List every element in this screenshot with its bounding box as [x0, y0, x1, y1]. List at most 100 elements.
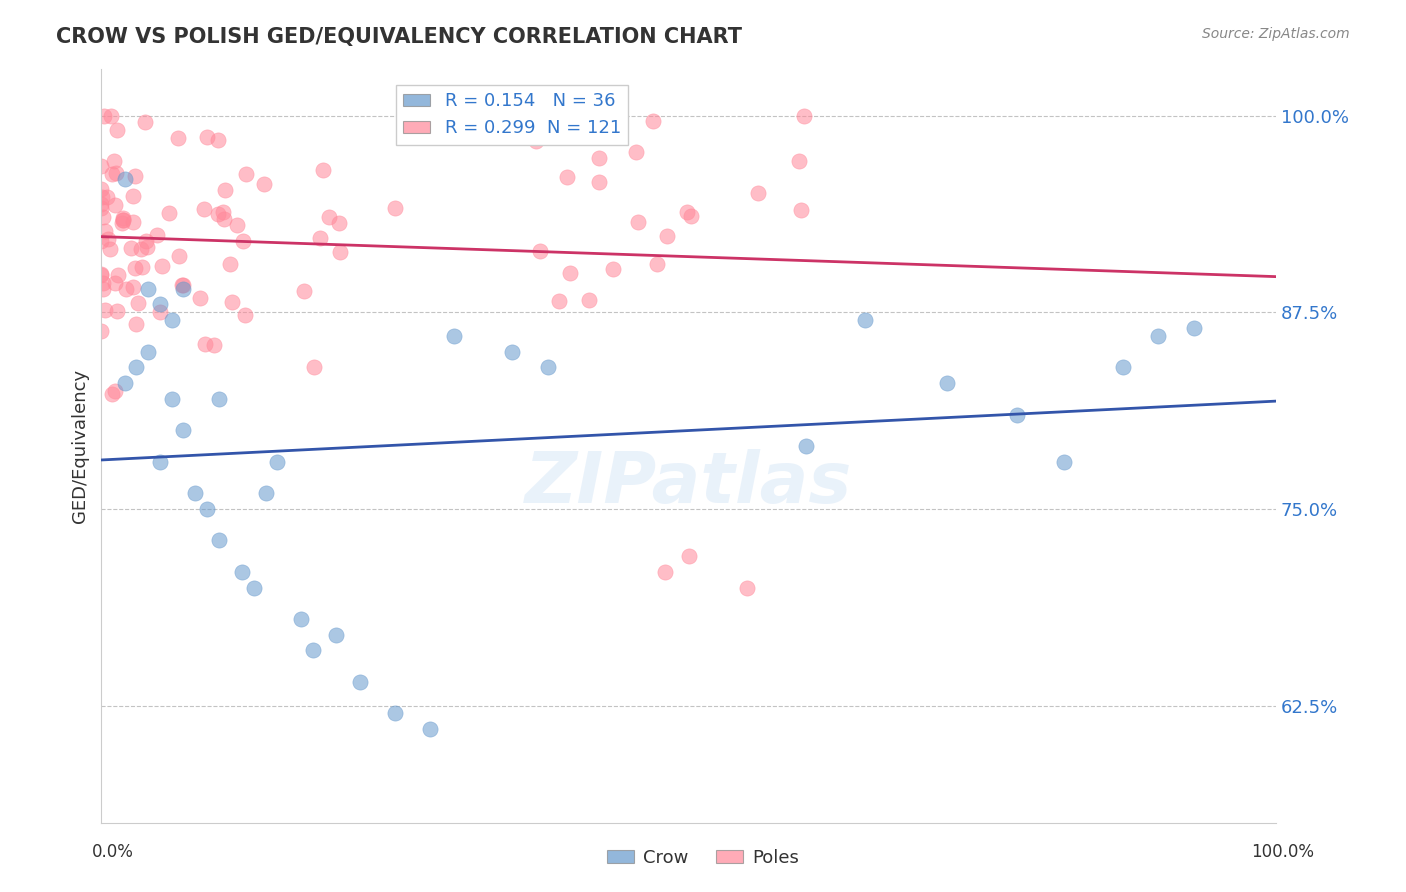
- Poles: [789, 202, 811, 217]
- Poles: [207, 133, 229, 147]
- Poles: [90, 324, 112, 338]
- Crow: [136, 344, 159, 359]
- Crow: [149, 297, 172, 311]
- Poles: [676, 205, 699, 219]
- Crow: [266, 455, 288, 469]
- Poles: [134, 115, 156, 129]
- Poles: [212, 205, 235, 219]
- Poles: [101, 387, 124, 401]
- Crow: [172, 423, 194, 437]
- Poles: [91, 210, 114, 224]
- Poles: [98, 242, 121, 256]
- Poles: [146, 227, 169, 242]
- Poles: [120, 241, 142, 255]
- Poles: [112, 211, 135, 226]
- Poles: [678, 549, 700, 563]
- Y-axis label: GED/Equivalency: GED/Equivalency: [72, 369, 89, 523]
- Poles: [624, 145, 647, 159]
- Poles: [318, 210, 340, 224]
- Text: 0.0%: 0.0%: [91, 843, 134, 861]
- Crow: [419, 722, 441, 736]
- Poles: [122, 279, 145, 293]
- Poles: [302, 359, 325, 374]
- Poles: [94, 224, 117, 238]
- Poles: [135, 234, 157, 248]
- Poles: [195, 130, 218, 145]
- Poles: [645, 257, 668, 271]
- Crow: [1053, 455, 1076, 469]
- Poles: [328, 216, 350, 230]
- Poles: [90, 202, 112, 216]
- Poles: [329, 245, 352, 260]
- Crow: [443, 329, 465, 343]
- Poles: [221, 295, 243, 310]
- Poles: [111, 216, 134, 230]
- Poles: [149, 305, 172, 319]
- Poles: [104, 276, 127, 290]
- Crow: [136, 282, 159, 296]
- Poles: [172, 278, 194, 293]
- Poles: [233, 308, 256, 322]
- Crow: [536, 360, 558, 375]
- Poles: [793, 109, 815, 123]
- Crow: [1112, 360, 1135, 375]
- Crow: [936, 376, 959, 390]
- Poles: [94, 302, 117, 317]
- Crow: [172, 282, 194, 296]
- Poles: [90, 197, 112, 211]
- Poles: [128, 296, 150, 310]
- Poles: [555, 170, 578, 185]
- Poles: [169, 249, 191, 263]
- Poles: [90, 234, 112, 248]
- Poles: [167, 131, 190, 145]
- Poles: [91, 277, 114, 291]
- Crow: [301, 643, 323, 657]
- Poles: [135, 239, 157, 253]
- Poles: [150, 259, 173, 273]
- Poles: [103, 153, 125, 168]
- Poles: [122, 189, 145, 203]
- Crow: [501, 344, 523, 359]
- Poles: [125, 317, 148, 331]
- Poles: [212, 212, 235, 227]
- Crow: [1182, 321, 1205, 335]
- Crow: [125, 360, 148, 375]
- Text: ZIPatlas: ZIPatlas: [524, 450, 852, 518]
- Poles: [101, 167, 124, 181]
- Poles: [294, 285, 316, 299]
- Poles: [787, 154, 810, 169]
- Poles: [588, 175, 610, 189]
- Poles: [655, 229, 678, 244]
- Poles: [90, 268, 112, 282]
- Poles: [100, 109, 122, 123]
- Crow: [349, 674, 371, 689]
- Poles: [90, 267, 112, 281]
- Crow: [794, 439, 817, 453]
- Poles: [105, 303, 128, 318]
- Poles: [578, 293, 600, 308]
- Poles: [253, 178, 276, 192]
- Poles: [202, 338, 225, 352]
- Poles: [225, 218, 247, 232]
- Poles: [627, 215, 650, 229]
- Poles: [122, 215, 145, 229]
- Poles: [104, 165, 127, 179]
- Crow: [184, 486, 207, 500]
- Crow: [160, 392, 183, 406]
- Poles: [124, 260, 146, 275]
- Poles: [235, 167, 257, 181]
- Poles: [111, 213, 134, 227]
- Crow: [149, 455, 172, 469]
- Poles: [207, 207, 229, 221]
- Poles: [104, 384, 127, 398]
- Poles: [747, 186, 769, 200]
- Poles: [558, 266, 581, 280]
- Legend: Crow, Poles: Crow, Poles: [600, 842, 806, 874]
- Crow: [384, 706, 406, 721]
- Poles: [107, 268, 129, 282]
- Poles: [641, 113, 664, 128]
- Poles: [124, 169, 146, 183]
- Crow: [1147, 329, 1170, 343]
- Poles: [97, 232, 120, 246]
- Poles: [129, 242, 152, 256]
